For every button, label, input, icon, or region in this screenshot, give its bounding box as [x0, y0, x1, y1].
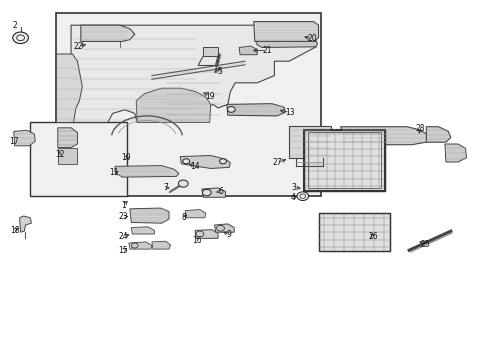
Text: 14: 14 — [190, 162, 200, 171]
Text: 25: 25 — [420, 240, 430, 248]
Bar — [318, 213, 390, 251]
Text: 16: 16 — [192, 236, 202, 245]
Text: 13: 13 — [285, 108, 295, 117]
Text: 7: 7 — [163, 184, 168, 192]
Polygon shape — [185, 210, 206, 218]
Bar — [308, 132, 381, 188]
Text: 5: 5 — [217, 68, 222, 77]
Text: 24: 24 — [119, 233, 128, 241]
Circle shape — [202, 189, 211, 196]
Circle shape — [227, 107, 235, 112]
Polygon shape — [195, 230, 218, 238]
Polygon shape — [115, 166, 179, 177]
Bar — [304, 130, 385, 191]
Circle shape — [13, 32, 28, 44]
Text: 21: 21 — [262, 46, 272, 55]
Polygon shape — [71, 25, 316, 122]
Polygon shape — [239, 46, 257, 55]
Text: 28: 28 — [416, 124, 425, 133]
Polygon shape — [426, 127, 451, 142]
Polygon shape — [256, 41, 318, 48]
Polygon shape — [445, 144, 466, 162]
Polygon shape — [180, 156, 230, 168]
Circle shape — [297, 192, 309, 201]
Bar — [289, 126, 331, 158]
Polygon shape — [130, 208, 169, 223]
Text: 20: 20 — [308, 34, 318, 43]
Text: 15: 15 — [119, 246, 128, 255]
Text: 11: 11 — [109, 168, 119, 177]
Polygon shape — [341, 127, 429, 145]
Text: 27: 27 — [272, 158, 282, 167]
Polygon shape — [215, 224, 234, 232]
Text: 9: 9 — [227, 230, 232, 239]
Bar — [304, 130, 385, 191]
Text: 4: 4 — [291, 194, 295, 202]
Polygon shape — [129, 242, 152, 249]
Text: 6: 6 — [218, 187, 223, 196]
Polygon shape — [152, 241, 171, 249]
Polygon shape — [58, 148, 77, 164]
Polygon shape — [202, 188, 225, 197]
Text: 3: 3 — [292, 183, 296, 192]
Text: 2: 2 — [12, 21, 17, 30]
Polygon shape — [136, 88, 211, 122]
Polygon shape — [81, 25, 135, 41]
Polygon shape — [254, 22, 318, 41]
Polygon shape — [203, 47, 218, 56]
Polygon shape — [227, 104, 285, 116]
Text: 18: 18 — [10, 226, 20, 235]
Text: 23: 23 — [119, 212, 128, 221]
Text: 10: 10 — [122, 153, 131, 162]
Polygon shape — [131, 227, 154, 234]
Circle shape — [178, 180, 188, 187]
Polygon shape — [58, 128, 77, 148]
Text: 8: 8 — [181, 213, 186, 222]
Text: 19: 19 — [205, 92, 215, 101]
Text: 12: 12 — [55, 150, 65, 158]
Circle shape — [220, 159, 226, 164]
Text: 26: 26 — [368, 233, 378, 241]
Text: 1: 1 — [121, 201, 126, 210]
Circle shape — [183, 159, 190, 164]
Text: 17: 17 — [9, 136, 19, 145]
Bar — [318, 213, 390, 251]
Polygon shape — [56, 54, 82, 122]
Polygon shape — [14, 130, 35, 146]
Polygon shape — [20, 216, 31, 232]
Text: 22: 22 — [74, 41, 83, 50]
Bar — [56, 13, 321, 196]
Bar — [30, 122, 127, 196]
